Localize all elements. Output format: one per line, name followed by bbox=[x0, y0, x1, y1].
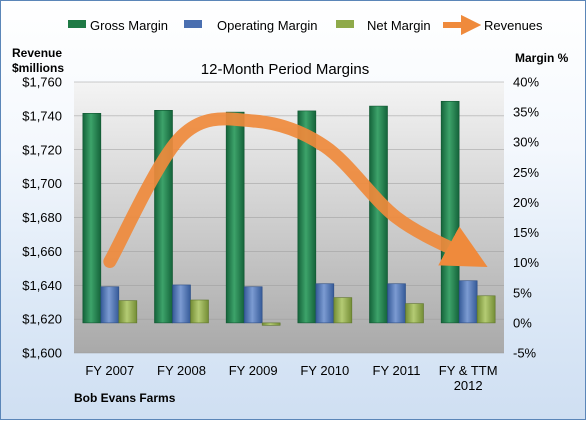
bar-gross-margin bbox=[225, 111, 245, 324]
left-tick-label: $1,640 bbox=[22, 278, 62, 293]
left-axis-title-line2: $millions bbox=[12, 61, 64, 75]
bar-net-margin bbox=[118, 300, 138, 324]
legend-label-gross-margin: Gross Margin bbox=[90, 18, 168, 33]
bar-gross-margin bbox=[82, 113, 102, 324]
category-label: FY 2010 bbox=[300, 363, 349, 378]
right-tick-label: 40% bbox=[513, 75, 539, 90]
chart-title: 12-Month Period Margins bbox=[201, 61, 369, 78]
bar-net-margin bbox=[333, 297, 353, 324]
category-label: FY 2009 bbox=[229, 363, 278, 378]
legend-label-operating-margin: Operating Margin bbox=[217, 18, 317, 33]
left-tick-label: $1,680 bbox=[22, 210, 62, 225]
bar-net-margin bbox=[261, 322, 281, 326]
bar-gross-margin bbox=[440, 100, 460, 324]
bar-gross-margin bbox=[297, 110, 317, 324]
legend-label-revenues: Revenues bbox=[484, 18, 543, 33]
bar-operating-margin bbox=[100, 286, 120, 324]
right-tick-label: 5% bbox=[513, 285, 532, 300]
left-tick-label: $1,600 bbox=[22, 346, 62, 361]
legend-swatch-gross-margin bbox=[68, 20, 86, 28]
right-axis-ticks: -5% 0% 5% 10% 15% 20% 25% 30% 35% 40% bbox=[513, 75, 539, 361]
right-tick-label: -5% bbox=[513, 346, 537, 361]
right-axis-title: Margin % bbox=[515, 51, 569, 65]
bar-net-margin bbox=[405, 303, 424, 324]
bar-net-margin bbox=[190, 299, 209, 324]
left-tick-label: $1,660 bbox=[22, 244, 62, 259]
legend-label-net-margin: Net Margin bbox=[367, 18, 431, 33]
right-tick-label: 20% bbox=[513, 195, 539, 210]
category-label: FY 2011 bbox=[373, 363, 421, 378]
right-tick-label: 30% bbox=[513, 135, 539, 150]
bar-net-margin bbox=[476, 295, 496, 324]
revenue-layer bbox=[103, 112, 488, 269]
left-tick-label: $1,620 bbox=[22, 312, 62, 327]
right-tick-label: 0% bbox=[513, 315, 532, 330]
category-label: 2012 bbox=[454, 378, 483, 393]
left-tick-label: $1,720 bbox=[22, 142, 62, 157]
left-tick-label: $1,740 bbox=[22, 108, 62, 123]
category-label: FY 2008 bbox=[157, 363, 206, 378]
right-tick-label: 15% bbox=[513, 225, 539, 240]
left-tick-label: $1,700 bbox=[22, 176, 62, 191]
category-label: FY & TTM bbox=[439, 363, 498, 378]
left-axis-title-line1: Revenue bbox=[12, 46, 62, 60]
legend-swatch-net-margin bbox=[336, 20, 354, 28]
bar-operating-margin bbox=[243, 286, 263, 324]
category-labels: FY 2007 FY 2008 FY 2009 FY 2010 FY 2011 FY & … bbox=[85, 363, 497, 393]
company-name: Bob Evans Farms bbox=[74, 391, 176, 405]
legend-swatch-operating-margin bbox=[184, 20, 202, 28]
revenue-line bbox=[103, 112, 488, 269]
category-label: FY 2007 bbox=[85, 363, 134, 378]
left-axis-ticks: $1,600 $1,620 $1,640 $1,660 $1,680 $1,700 $1,7… bbox=[22, 75, 62, 361]
gridlines bbox=[74, 81, 504, 354]
right-tick-label: 10% bbox=[513, 255, 539, 270]
bar-operating-margin bbox=[387, 283, 406, 324]
right-tick-label: 35% bbox=[513, 105, 539, 120]
left-tick-label: $1,760 bbox=[22, 75, 62, 90]
bar-operating-margin bbox=[172, 284, 191, 324]
bar-operating-margin bbox=[315, 283, 335, 324]
legend: Gross Margin Operating Margin Net Margin… bbox=[68, 14, 543, 36]
right-tick-label: 25% bbox=[513, 165, 539, 180]
bar-operating-margin bbox=[458, 280, 478, 324]
